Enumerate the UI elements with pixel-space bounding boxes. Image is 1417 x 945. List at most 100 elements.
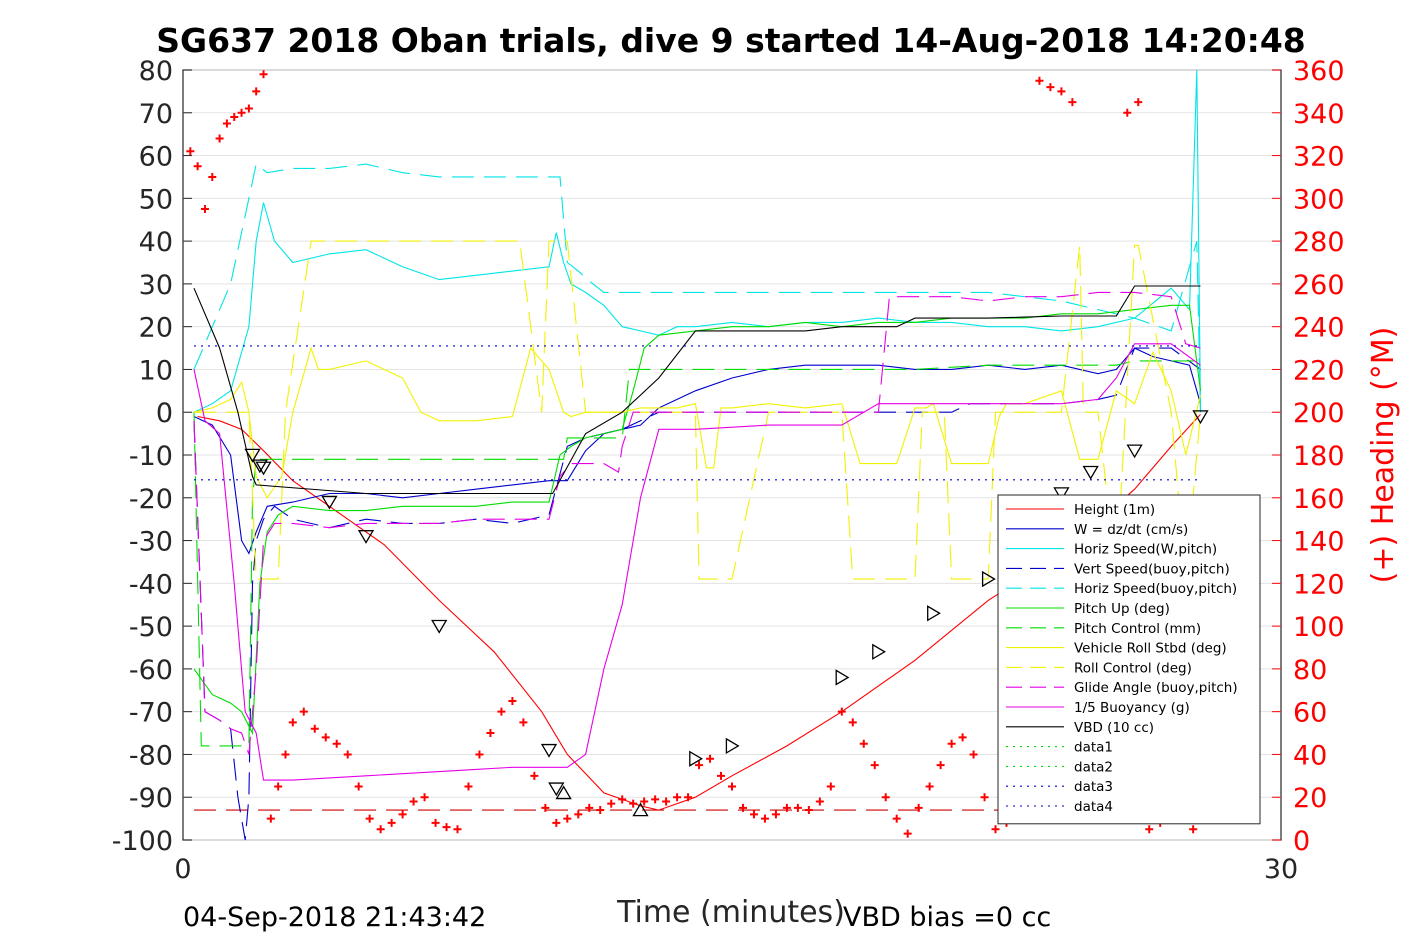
left-tick-label: -90 [129,783,173,814]
heading-point [200,205,209,214]
heading-point [771,810,780,819]
heading-point [321,733,330,742]
triangle-up-marker [632,802,649,817]
left-tick-label: 30 [139,270,173,301]
legend-entry-label: Vert Speed(buoy,pitch) [1074,561,1230,577]
heading-point [826,782,835,791]
heading-point [222,119,231,128]
heading-point [398,810,407,819]
heading-point [969,750,978,759]
heading-point [717,771,726,780]
triangle-up-marker [555,785,572,800]
heading-point [749,810,758,819]
heading-point [728,782,736,791]
heading-point [914,803,923,812]
right-tick-label: 200 [1293,398,1345,429]
heading-point [281,750,290,759]
left-tick-label: -10 [129,441,173,472]
heading-point [530,771,539,780]
heading-point [837,707,846,716]
legend: Height (1m) W = dz/dt (cm/s) Horiz Speed(W… [997,494,1261,825]
x-axis-label: Time (minutes) [616,895,845,930]
triangle-right-marker [927,605,941,622]
right-tick-label: 0 [1293,826,1310,857]
heading-point [387,818,396,827]
triangle-right-marker [835,669,850,686]
left-tick-label: 50 [139,184,173,215]
triangle-down-marker [321,495,338,510]
triangle-down-marker [1082,465,1099,480]
left-tick-label: -80 [129,740,173,771]
left-tick-label: -40 [129,569,173,600]
right-tick-label: 300 [1293,184,1345,215]
heading-point [453,825,462,834]
heading-point [1046,83,1055,92]
heading-point [299,707,308,716]
right-tick-label: 360 [1293,56,1345,87]
right-tick-label: 220 [1293,355,1345,386]
heading-point [870,761,879,770]
heading-point [563,814,572,823]
heading-point [244,104,253,113]
right-tick-label: 120 [1293,569,1345,600]
series-line-horiz-speed-w-pitch [193,69,1202,413]
heading-point [193,162,202,171]
right-tick-label: 100 [1293,612,1345,643]
triangle-down-marker [1192,410,1209,425]
triangle-down-marker [540,743,558,758]
heading-point [343,750,352,759]
legend-entry-label: Horiz Speed(W,pitch) [1074,542,1217,558]
heading-point [497,707,506,716]
heading-point [760,814,769,823]
heading-point [508,696,517,705]
heading-point [607,799,616,808]
heading-point [186,147,195,156]
heading-point [1134,98,1143,107]
heading-point [1057,87,1066,96]
heading-point [1123,108,1132,117]
heading-point [947,739,956,748]
heading-point [848,718,857,727]
triangle-right-marker [725,737,740,755]
heading-point [793,803,802,812]
heading-point [259,70,268,79]
triangle-down-marker [1126,444,1143,459]
heading-point [1035,76,1044,85]
heading-point [1145,825,1154,834]
chart-title: SG637 2018 Oban trials, dive 9 started 1… [156,21,1306,60]
heading-point [208,172,217,181]
heading-point [980,793,989,802]
right-tick-label: 40 [1293,740,1327,771]
heading-point [274,782,283,791]
x-tick-label: 0 [174,854,191,885]
series-line-pitch-control-mm [193,360,1201,747]
heading-point [881,793,890,802]
heading-point [442,823,451,832]
heading-point [815,797,824,806]
left-tick-label: -50 [129,612,173,643]
heading-point [936,761,945,770]
heading-point [804,806,813,815]
heading-point [684,793,693,802]
heading-point [266,814,275,823]
heading-point [651,795,660,804]
series-line-horiz-speed-buoy-pitch [193,163,1202,413]
x-tick-label: 30 [1264,854,1298,885]
legend-entry-label: data3 [1074,779,1113,795]
heading-point [310,724,319,733]
right-tick-label: 280 [1293,227,1345,258]
left-tick-label: -100 [112,826,173,857]
left-tick-label: 20 [139,313,173,344]
heading-point [859,739,868,748]
series-line-glide-angle-buoy-pitch [193,291,1201,755]
heading-point [420,793,429,802]
heading-point [618,795,627,804]
legend-entry-label: data1 [1074,740,1113,756]
heading-point [574,810,583,819]
legend-entry-label: VBD (10 cc) [1074,720,1154,736]
right-tick-label: 340 [1293,99,1345,130]
heading-point [332,739,341,748]
heading-point [464,782,473,791]
heading-point [409,797,418,806]
